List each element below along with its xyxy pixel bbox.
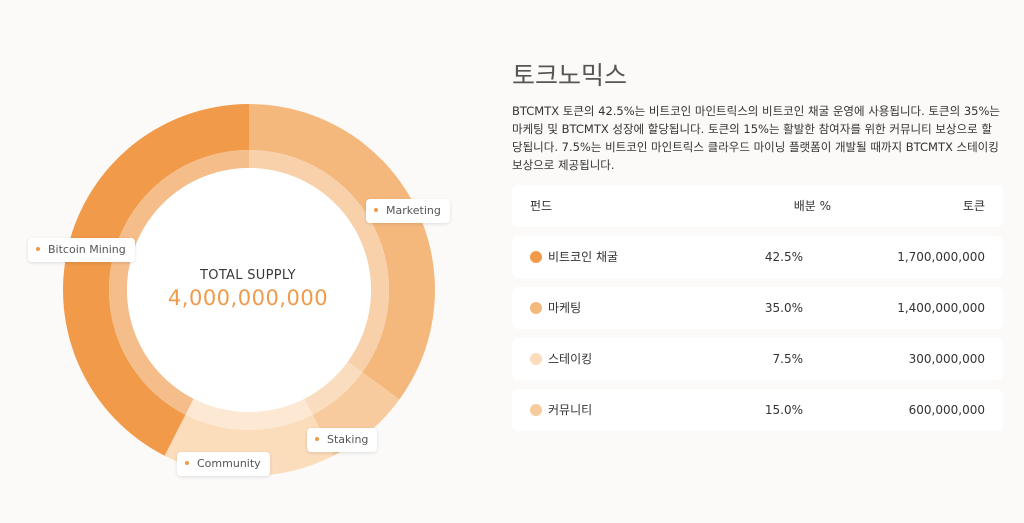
slice-inner-staking <box>304 361 363 415</box>
donut-hole <box>127 168 371 412</box>
bullet-icon <box>374 208 378 212</box>
bullet-icon <box>315 437 319 441</box>
bullet-icon <box>36 247 40 251</box>
fund-percent: 7.5% <box>772 352 804 366</box>
tokenomics-donut-chart: TOTAL SUPPLY 4,000,000,000 Marketing Sta… <box>0 0 500 523</box>
swatch-icon <box>530 301 542 314</box>
slice-marketing <box>249 104 436 400</box>
slice-tag-community: Community <box>177 452 270 476</box>
fund-name: 비트코인 채굴 <box>548 250 619 264</box>
fund-percent: 15.0% <box>764 403 803 417</box>
table-header-row: 펀드 배분 % 토큰 <box>512 185 1003 227</box>
slice-inner-community <box>185 398 313 431</box>
fund-name: 마케팅 <box>548 301 582 315</box>
slice-tag-label: Staking <box>327 433 369 446</box>
fund-percent: 42.5% <box>764 250 803 264</box>
fund-name: 커뮤니티 <box>548 403 593 417</box>
fund-tokens: 300,000,000 <box>908 352 985 366</box>
table-row: 마케팅 35.0% 1,400,000,000 <box>512 287 1003 329</box>
fund-tokens: 1,700,000,000 <box>897 250 985 264</box>
slice-bitcoin-mining <box>63 104 250 456</box>
fund-tokens: 600,000,000 <box>908 403 985 417</box>
slice-tag-marketing: Marketing <box>366 199 450 223</box>
slice-tag-staking: Staking <box>307 428 378 452</box>
slice-tag-bitcoin-mining: Bitcoin Mining <box>28 238 135 262</box>
fund-name: 스테이킹 <box>548 352 593 366</box>
slice-inner-bitcoin-mining <box>108 150 249 415</box>
slice-tag-label: Community <box>197 457 261 470</box>
slice-tag-label: Bitcoin Mining <box>48 243 126 256</box>
total-supply-value: 4,000,000,000 <box>167 286 329 310</box>
section-description: BTCMTX 토큰의 42.5%는 비트코인 마인트릭스의 비트코인 채굴 운영… <box>512 104 1000 172</box>
swatch-icon <box>530 352 542 365</box>
swatch-icon <box>530 403 542 416</box>
section-title: 토크노믹스 <box>512 61 628 90</box>
fund-percent: 35.0% <box>764 301 803 315</box>
table-row: 비트코인 채굴 42.5% 1,700,000,000 <box>512 236 1003 278</box>
donut-svg <box>63 104 436 476</box>
slice-tag-label: Marketing <box>386 204 441 217</box>
header-percent: 배분 % <box>793 199 831 213</box>
swatch-icon <box>530 250 542 263</box>
table-row: 스테이킹 7.5% 300,000,000 <box>512 338 1003 380</box>
table-row: 커뮤니티 15.0% 600,000,000 <box>512 389 1003 431</box>
header-tokens: 토큰 <box>962 199 985 213</box>
header-fund: 펀드 <box>530 199 553 213</box>
slice-inner-marketing <box>249 150 390 373</box>
total-supply-label: TOTAL SUPPLY <box>200 268 296 283</box>
bullet-icon <box>185 461 189 465</box>
fund-tokens: 1,400,000,000 <box>897 301 985 315</box>
